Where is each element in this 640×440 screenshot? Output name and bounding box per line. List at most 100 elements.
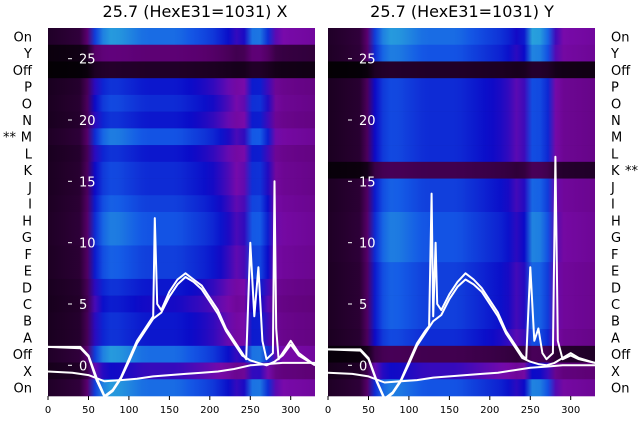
row-label: Y	[610, 47, 619, 62]
row-label: M	[611, 131, 622, 146]
row-label: P	[24, 81, 32, 96]
row-label: B	[611, 315, 620, 330]
heatmap-row	[48, 362, 315, 380]
heatmap-row	[328, 178, 595, 196]
y-tick-label: 20	[359, 114, 376, 129]
y-tick-label: 10	[79, 237, 96, 252]
row-label: Y	[23, 47, 32, 62]
heatmap-row	[328, 245, 595, 263]
heatmap-row	[48, 145, 315, 163]
heatmap-row	[48, 379, 315, 397]
heatmap-row	[328, 228, 595, 246]
heatmap-row	[48, 195, 315, 213]
heatmap-row	[48, 312, 315, 330]
row-marker: **	[3, 131, 17, 146]
row-label: H	[611, 214, 621, 229]
heatmap-row	[328, 345, 595, 363]
row-label: H	[22, 214, 32, 229]
heatmap-row	[48, 329, 315, 347]
x-tick-label: 100	[119, 405, 138, 416]
heatmap-row	[48, 178, 315, 196]
heatmap-row	[48, 44, 315, 62]
heatmap-row	[328, 161, 595, 179]
heatmap-row	[48, 245, 315, 263]
heatmap-row	[328, 111, 595, 129]
row-label: On	[14, 382, 32, 397]
row-label: Off	[611, 64, 631, 79]
row-label: F	[611, 248, 618, 263]
heatmap-row	[328, 94, 595, 112]
row-label: A	[23, 332, 32, 347]
heatmap-row	[328, 312, 595, 330]
row-label: E	[24, 265, 32, 280]
y-tick-label: 0	[359, 359, 367, 374]
row-label: C	[611, 298, 620, 313]
heatmap-row	[328, 262, 595, 280]
chart-x-y-ticks: 0 5 10 15 20 25	[68, 53, 96, 374]
heatmap-row	[328, 362, 595, 380]
row-label: Off	[13, 64, 33, 79]
row-label: M	[21, 131, 32, 146]
heatmap-row	[328, 195, 595, 213]
x-tick-label: 0	[45, 405, 51, 416]
chart-y-title: 25.7 (HexE31=1031) Y	[370, 2, 554, 21]
spectrum-line	[327, 364, 595, 384]
heatmap-row	[328, 379, 595, 397]
row-label: G	[611, 231, 621, 246]
heatmap-row	[328, 44, 595, 62]
heatmap-row	[48, 78, 315, 96]
heatmap-row	[48, 94, 315, 112]
y-tick-label: 5	[359, 298, 367, 313]
row-label: I	[611, 198, 615, 213]
x-tick-label: 250	[521, 405, 540, 416]
heatmap-row	[328, 61, 595, 79]
x-tick-label: 300	[281, 405, 300, 416]
x-tick-label: 0	[325, 405, 331, 416]
heatmap-row	[48, 61, 315, 79]
row-label: O	[611, 97, 621, 112]
row-label: O	[22, 97, 32, 112]
row-label: F	[25, 248, 32, 263]
row-label: On	[611, 30, 629, 45]
row-label: Off	[13, 348, 33, 363]
row-label: On	[611, 382, 629, 397]
x-tick-label: 250	[241, 405, 260, 416]
row-label: E	[611, 265, 619, 280]
heatmap-row	[328, 278, 595, 296]
row-label: On	[14, 30, 32, 45]
row-label: K	[23, 164, 32, 179]
heatmap-row	[48, 111, 315, 129]
spectrum-line	[47, 361, 315, 383]
x-tick-label: 50	[82, 405, 95, 416]
chart-x-x-ticks: 0 50 100 150 200 250 300	[45, 396, 300, 416]
heatmap-row	[48, 28, 315, 46]
row-label: A	[611, 332, 620, 347]
chart-y-rows	[328, 28, 595, 397]
row-label: J	[27, 181, 32, 196]
heatmap-row	[48, 212, 315, 230]
y-tick-label: 15	[359, 175, 376, 190]
y-tick-label: 25	[79, 53, 96, 68]
chart-x-title: 25.7 (HexE31=1031) X	[103, 2, 288, 21]
row-label: L	[25, 148, 33, 163]
y-tick-label: 0	[79, 359, 87, 374]
row-label: C	[23, 298, 32, 313]
x-tick-label: 50	[362, 405, 375, 416]
row-label: N	[611, 114, 621, 129]
row-label: D	[611, 281, 621, 296]
x-tick-label: 300	[561, 405, 580, 416]
row-label: I	[28, 198, 32, 213]
heatmap-row	[328, 145, 595, 163]
x-tick-label: 150	[440, 405, 459, 416]
chart-y-y-ticks: 0 5 10 15 20 25	[348, 53, 376, 374]
row-marker: **	[625, 164, 639, 179]
y-tick-label: 15	[79, 175, 96, 190]
y-tick-label: 25	[359, 53, 376, 68]
row-label: N	[22, 114, 32, 129]
row-label: X	[23, 365, 32, 380]
